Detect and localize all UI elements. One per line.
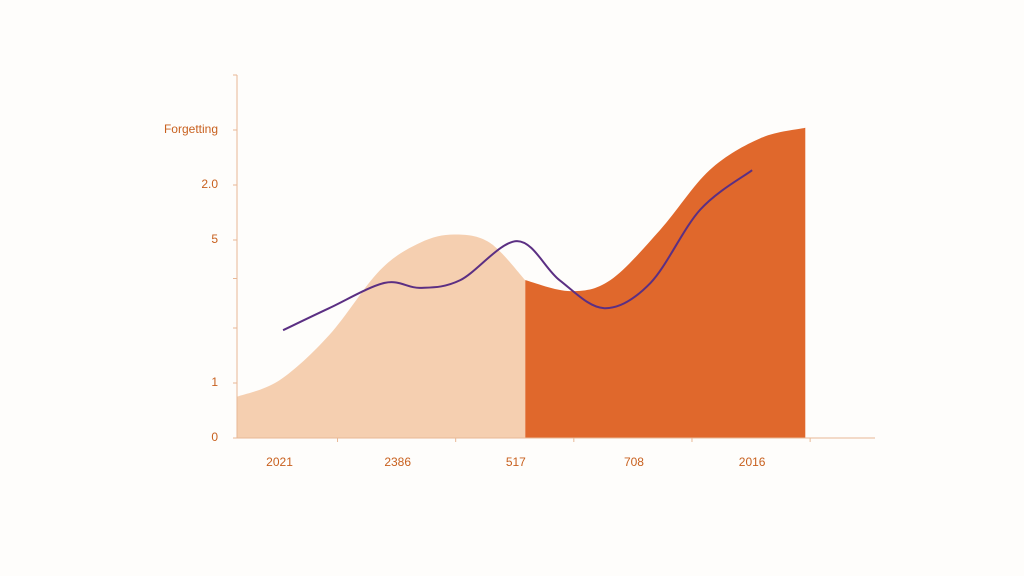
y-tick-label: 5 bbox=[211, 232, 218, 246]
line bbox=[282, 169, 753, 332]
y-tick-label: 2.0 bbox=[201, 177, 218, 191]
x-tick-label: 708 bbox=[624, 455, 644, 469]
y-tick-label: 1 bbox=[211, 375, 218, 389]
x-tick-label: 2016 bbox=[739, 455, 766, 469]
x-tick-label: 2386 bbox=[384, 455, 411, 469]
area bbox=[525, 127, 806, 439]
y-tick-label: Forgetting bbox=[164, 122, 218, 136]
y-tick-label: 0 bbox=[211, 430, 218, 444]
x-tick-label: 517 bbox=[506, 455, 526, 469]
x-tick-label: 2021 bbox=[266, 455, 293, 469]
area bbox=[237, 234, 526, 438]
